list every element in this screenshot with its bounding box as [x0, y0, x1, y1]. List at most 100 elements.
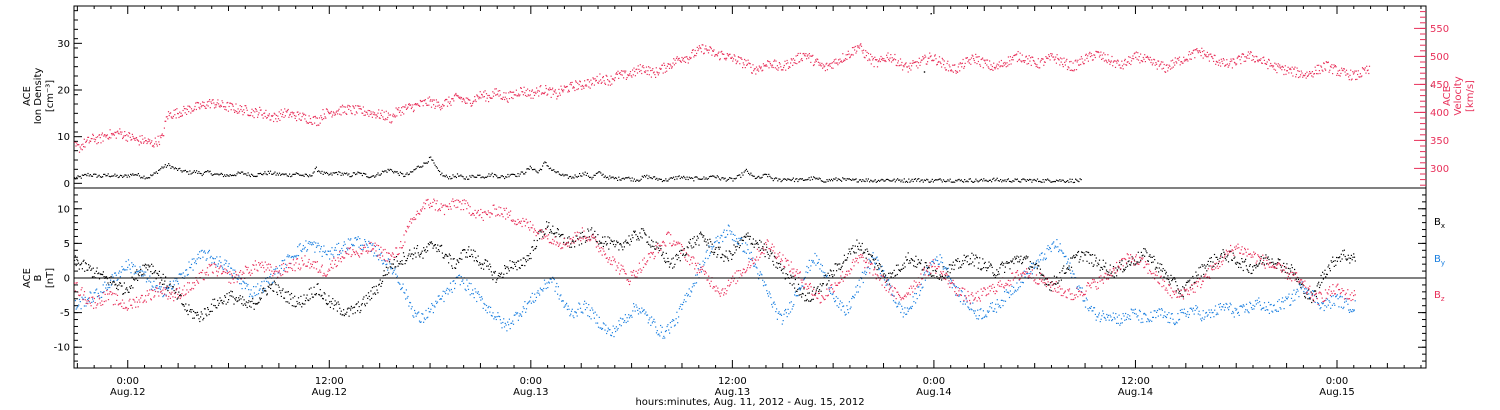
density-series-point [832, 180, 834, 182]
b-bx-series-point [747, 232, 749, 234]
density-series-point [661, 180, 663, 183]
velocity-series-point [604, 83, 607, 85]
b-bx-series-point [1272, 261, 1274, 263]
density-series-point [968, 178, 970, 180]
b-bx-series-point [754, 243, 756, 245]
b-bx-series-point [1043, 279, 1045, 281]
density-series-point [984, 180, 986, 182]
velocity-series-point [1039, 67, 1041, 69]
velocity-series-point [1225, 64, 1227, 66]
density-series-point [749, 174, 751, 176]
b-bx-series-point [637, 235, 639, 238]
velocity-series-point [133, 138, 135, 140]
velocity-series-point [1104, 54, 1106, 56]
velocity-series-point [1337, 70, 1339, 72]
b-bx-series-point [752, 243, 754, 245]
velocity-series-point [893, 58, 895, 60]
b-bx-series-point [960, 266, 962, 269]
velocity-series-point [922, 56, 924, 58]
b-bx-series-point [441, 244, 443, 246]
b-bx-series-point [939, 274, 941, 276]
b-bx-series-point [577, 238, 579, 240]
velocity-series-point [442, 105, 444, 107]
velocity-series-point [397, 109, 399, 111]
velocity-series-point [799, 61, 801, 63]
b-by-series-point [366, 244, 368, 246]
b-bx-series-point [868, 253, 870, 255]
b-bx-series-point [949, 272, 951, 274]
density-series-point [761, 176, 763, 178]
b-bx-series-point [517, 260, 519, 262]
b-by-series-point [78, 304, 80, 306]
b-bx-series-point [1157, 262, 1159, 264]
velocity-series-point [139, 135, 141, 137]
b-bx-series-point [721, 253, 723, 255]
b-bx-series-point [962, 260, 964, 262]
b-bx-series-point [1062, 267, 1064, 269]
b-bx-series-point [267, 285, 269, 287]
velocity-series-point [1133, 58, 1135, 60]
velocity-series-point [637, 65, 639, 67]
b-bx-series-point [201, 313, 203, 315]
density-series-point [695, 176, 697, 178]
velocity-series-point [1268, 59, 1270, 61]
velocity-series-point [726, 57, 728, 59]
b-by-series-point [197, 253, 199, 255]
b-bx-series-point [755, 240, 757, 242]
velocity-series-point [339, 106, 341, 108]
velocity-series-point [194, 105, 196, 108]
velocity-series-point [1066, 58, 1068, 60]
b-bx-series-point [1060, 279, 1062, 281]
density-series-point [478, 174, 480, 176]
velocity-series-point [1165, 71, 1167, 73]
b-bx-series-point [661, 253, 664, 255]
b-bx-series-point [220, 300, 222, 302]
velocity-series-point [107, 137, 109, 140]
velocity-series-point [110, 133, 113, 135]
b-bx-series-point [688, 241, 690, 243]
b-bx-series-point [1266, 263, 1268, 265]
velocity-series-point [1209, 53, 1211, 55]
b-bx-series-point [810, 300, 812, 302]
b-bx-series-point [1240, 266, 1242, 269]
velocity-series-point [1083, 63, 1085, 65]
b-by-series-point [123, 269, 126, 271]
b-by-series-point [524, 301, 526, 303]
velocity-series-point [1043, 64, 1045, 66]
velocity-series-point [597, 82, 599, 84]
b-bx-series-point [1042, 274, 1044, 276]
density-series-point [220, 172, 222, 174]
velocity-series-point [492, 95, 495, 97]
b-by-series-point [367, 246, 369, 248]
velocity-series-point [447, 101, 449, 103]
density-series-point [726, 179, 728, 181]
b-bx-series-point [95, 270, 97, 272]
b-bx-series-point [746, 235, 748, 237]
density-series-point [137, 173, 139, 175]
b-bx-series-point [940, 276, 942, 278]
b-by-series-point [353, 245, 355, 247]
density-series-point [778, 178, 780, 180]
velocity-series-point [1178, 56, 1181, 58]
velocity-series-point [728, 53, 730, 55]
b-bx-series-point [615, 244, 617, 246]
velocity-series-point [736, 61, 738, 63]
velocity-series-point [767, 60, 769, 63]
velocity-series-point [1183, 56, 1185, 58]
velocity-series-point [673, 58, 675, 60]
velocity-series-point [737, 60, 739, 62]
b-by-series-point [130, 272, 132, 274]
velocity-series-point [346, 113, 348, 115]
velocity-series-point [1167, 67, 1169, 69]
velocity-series-point [1137, 59, 1140, 61]
density-series-point [132, 173, 134, 175]
b-bx-series-point [1280, 266, 1282, 268]
velocity-series-point [1350, 69, 1352, 71]
b-by-series-point [134, 265, 136, 267]
b-by-series-point [435, 300, 437, 302]
velocity-series-point [360, 108, 362, 110]
density-series-point [549, 167, 552, 169]
density-series-point [171, 166, 173, 168]
density-series-point [1071, 178, 1073, 180]
b-bx-series-point [1179, 293, 1181, 295]
